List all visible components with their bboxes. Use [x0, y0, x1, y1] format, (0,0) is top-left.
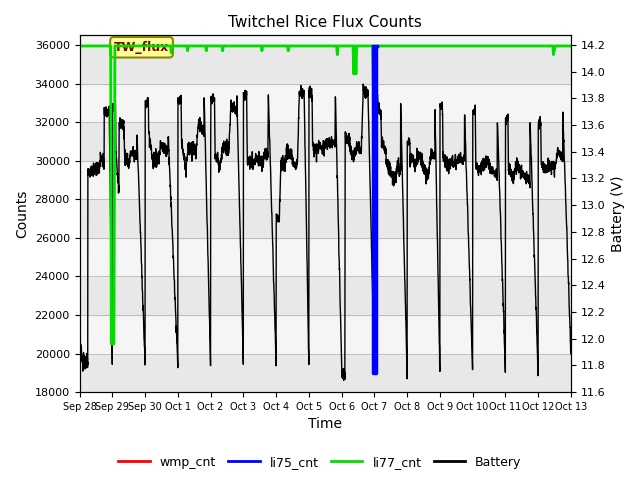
Bar: [79, 315, 571, 354]
Y-axis label: Battery (V): Battery (V): [611, 176, 625, 252]
Bar: [79, 161, 571, 199]
Y-axis label: Counts: Counts: [15, 190, 29, 238]
Legend: wmp_cnt, li75_cnt, li77_cnt, Battery: wmp_cnt, li75_cnt, li77_cnt, Battery: [113, 451, 527, 474]
X-axis label: Time: Time: [308, 418, 342, 432]
Bar: [79, 6, 571, 45]
Bar: [79, 45, 571, 84]
Bar: [79, 238, 571, 276]
Bar: [79, 122, 571, 161]
Text: TW_flux: TW_flux: [114, 41, 169, 54]
Title: Twitchel Rice Flux Counts: Twitchel Rice Flux Counts: [228, 15, 422, 30]
Bar: [79, 354, 571, 392]
Bar: [79, 84, 571, 122]
Bar: [79, 276, 571, 315]
Bar: [79, 199, 571, 238]
